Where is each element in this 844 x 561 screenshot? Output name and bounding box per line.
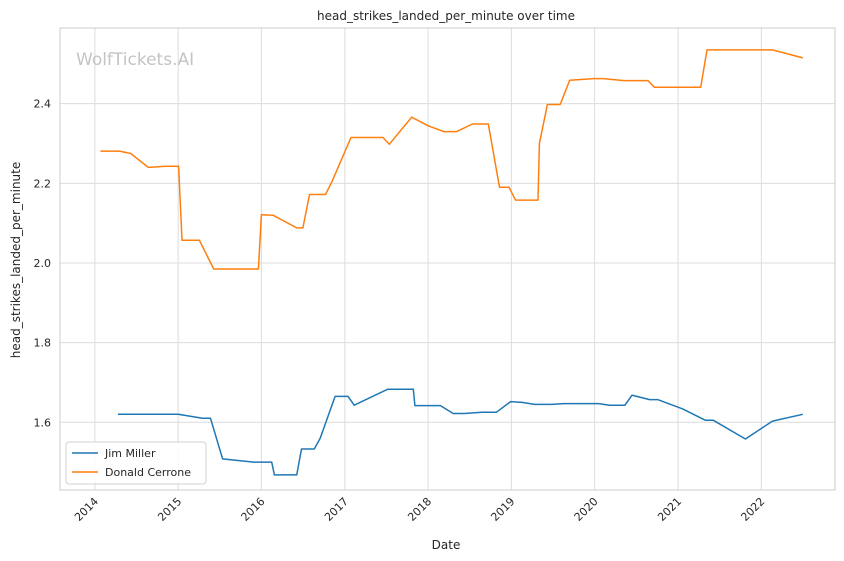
x-tick-label: 2020 — [572, 495, 601, 524]
x-axis-title: Date — [432, 538, 461, 552]
x-tick-label: 2022 — [738, 495, 767, 524]
y-tick-label: 2.2 — [34, 177, 52, 190]
legend-box — [65, 441, 207, 485]
watermark-text: WolfTickets.AI — [76, 50, 194, 70]
x-tick-label: 2016 — [239, 495, 268, 524]
y-tick-label: 1.8 — [34, 337, 52, 350]
x-tick-label: 2018 — [405, 495, 434, 524]
y-tick-label: 2.4 — [34, 98, 52, 111]
legend-label: Donald Cerrone — [105, 466, 191, 479]
legend-label: Jim Miller — [104, 447, 156, 460]
y-axis-title: head_strikes_landed_per_minute — [9, 162, 23, 359]
x-tick-label: 2019 — [488, 495, 517, 524]
chart-title: head_strikes_landed_per_minute over time — [317, 9, 575, 23]
series-layer — [100, 49, 803, 476]
x-tick-label: 2021 — [655, 495, 684, 524]
series-line-jim-miller — [117, 388, 803, 476]
y-tick-labels: 1.6 1.8 2.0 2.2 2.4 — [34, 98, 52, 430]
y-tick-label: 2.0 — [34, 257, 52, 270]
legend: Jim Miller Donald Cerrone — [65, 441, 207, 485]
x-tick-label: 2017 — [322, 495, 351, 524]
x-tick-label: 2014 — [72, 495, 101, 524]
grid-lines — [60, 28, 835, 490]
series-line-donald-cerrone — [100, 49, 803, 270]
watermark-layer: WolfTickets.AI — [76, 50, 194, 70]
y-tick-label: 1.6 — [34, 416, 52, 429]
x-tick-labels: 2014 2015 2016 2017 2018 2019 2020 2021 2022 — [72, 495, 767, 524]
x-tick-label: 2015 — [155, 495, 184, 524]
plot-frame — [59, 27, 836, 491]
